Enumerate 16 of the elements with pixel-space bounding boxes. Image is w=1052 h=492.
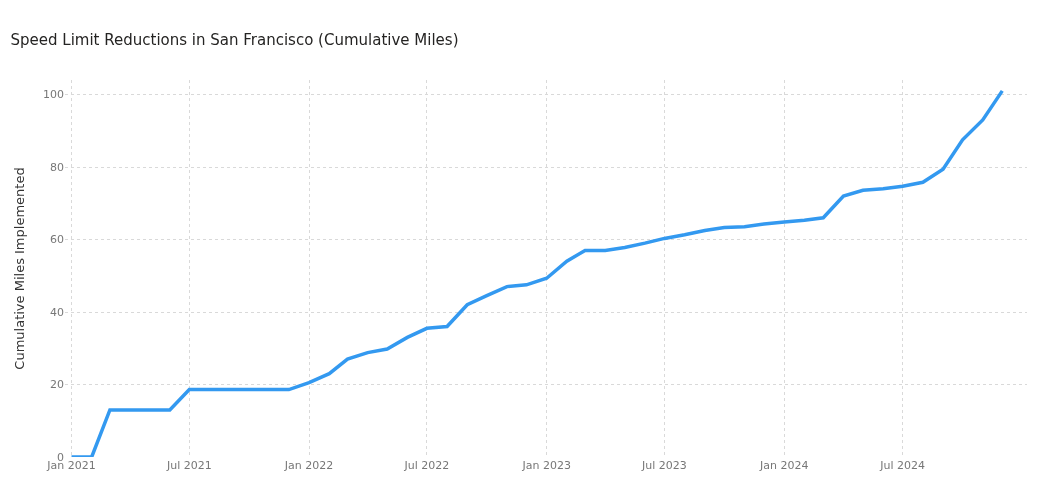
x-tick-label: Jan 2022: [283, 459, 334, 472]
x-tick-label: Jul 2021: [165, 459, 212, 472]
y-tick-label: 100: [43, 88, 64, 102]
x-tick-label: Jul 2024: [879, 459, 926, 472]
x-tick-label: Jul 2022: [403, 459, 450, 472]
y-tick-label: 20: [50, 378, 64, 392]
y-tick-label: 60: [50, 233, 64, 247]
x-tick-label: Jan 2023: [521, 459, 571, 472]
x-tick-label: Jul 2023: [641, 459, 687, 472]
y-tick-label: 40: [50, 305, 64, 319]
y-tick-label: 80: [50, 160, 64, 174]
x-tick-label: Jan 2024: [758, 459, 809, 472]
chart-title: Speed Limit Reductions in San Francisco (Cumulative Miles): [10, 30, 459, 49]
y-axis-title: Cumulative Miles Implemented: [11, 167, 27, 370]
y-tick-label: 0: [57, 450, 64, 464]
line-series: [69, 89, 1005, 457]
